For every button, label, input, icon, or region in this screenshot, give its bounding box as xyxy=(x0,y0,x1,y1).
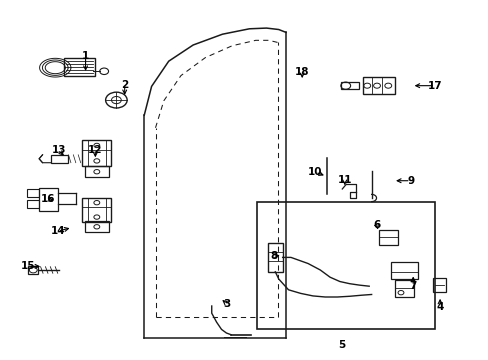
Bar xyxy=(390,262,417,279)
Text: 2: 2 xyxy=(121,80,128,90)
Text: 4: 4 xyxy=(435,302,443,312)
Bar xyxy=(27,189,39,197)
Bar xyxy=(256,202,434,329)
Text: 10: 10 xyxy=(307,167,322,177)
Text: 14: 14 xyxy=(50,226,65,236)
Text: 5: 5 xyxy=(338,340,345,350)
Bar xyxy=(362,77,394,94)
Text: 6: 6 xyxy=(372,220,379,230)
Bar xyxy=(28,266,38,274)
Text: 15: 15 xyxy=(21,261,36,271)
Text: 11: 11 xyxy=(337,175,351,185)
Bar xyxy=(82,140,111,166)
Bar xyxy=(340,82,359,89)
Bar xyxy=(394,280,413,297)
Text: 7: 7 xyxy=(408,281,416,291)
Bar xyxy=(267,243,282,272)
Text: 18: 18 xyxy=(294,67,309,77)
Bar xyxy=(84,221,109,232)
Bar xyxy=(84,166,109,177)
Bar xyxy=(432,278,446,292)
Text: 1: 1 xyxy=(82,51,89,61)
Text: 8: 8 xyxy=(270,251,277,261)
Text: 13: 13 xyxy=(51,145,66,156)
Bar xyxy=(378,230,397,245)
Bar xyxy=(27,200,39,208)
Text: 16: 16 xyxy=(41,194,55,204)
Text: 3: 3 xyxy=(224,299,230,309)
Bar xyxy=(63,58,95,76)
Bar xyxy=(39,188,58,211)
Bar xyxy=(51,155,68,163)
Text: 12: 12 xyxy=(88,145,102,156)
Text: 17: 17 xyxy=(427,81,442,91)
Bar xyxy=(82,198,111,222)
Text: 9: 9 xyxy=(407,176,413,186)
